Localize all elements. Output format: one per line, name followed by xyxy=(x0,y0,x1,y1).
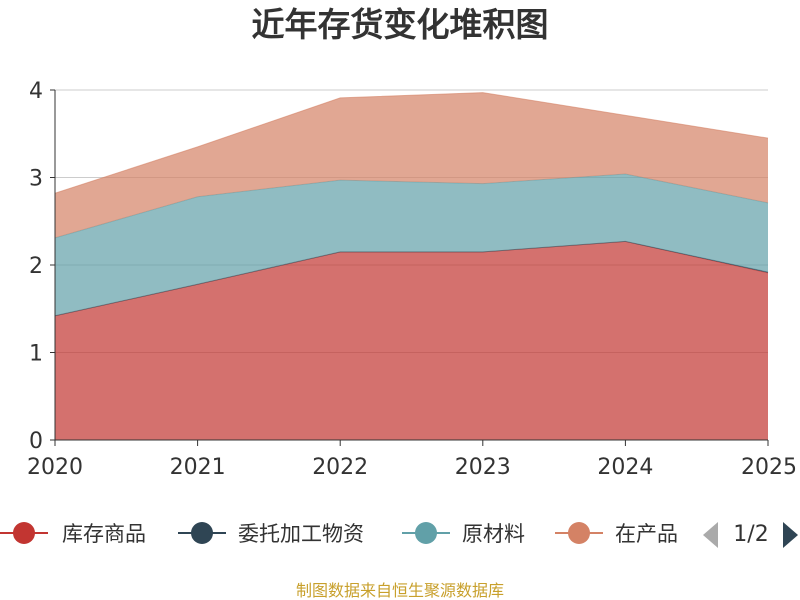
legend-marker-1 xyxy=(191,522,213,544)
area-series-2 xyxy=(55,174,768,316)
y-tick-label-1: 1 xyxy=(29,342,43,367)
legend-item-1[interactable]: 委托加工物资 xyxy=(178,522,364,546)
legend-marker-0 xyxy=(13,522,35,544)
legend-marker-2 xyxy=(415,522,437,544)
legend-marker-3 xyxy=(568,522,590,544)
source-note: 制图数据来自恒生聚源数据库 xyxy=(296,581,504,600)
y-tick-label-4: 4 xyxy=(29,79,43,104)
x-tick-label-2021: 2021 xyxy=(170,455,226,480)
legend-item-2[interactable]: 原材料 xyxy=(402,522,525,546)
x-tick-label-2024: 2024 xyxy=(597,455,653,480)
legend-next-page-icon[interactable] xyxy=(783,522,798,548)
y-tick-label-0: 0 xyxy=(29,429,43,454)
legend-page-indicator: 1/2 xyxy=(733,522,768,547)
legend-label-1: 委托加工物资 xyxy=(238,522,364,546)
x-tick-label-2025: 2025 xyxy=(741,455,797,480)
x-tick-label-2022: 2022 xyxy=(312,455,368,480)
legend-label-2: 原材料 xyxy=(462,522,525,546)
legend-prev-page-icon[interactable] xyxy=(703,522,718,548)
legend: 库存商品 委托加工物资 原材料 在产品 1/2 xyxy=(0,522,798,548)
x-tick-label-2023: 2023 xyxy=(455,455,511,480)
y-tick-label-3: 3 xyxy=(29,167,43,192)
area-series-3 xyxy=(55,92,768,238)
axes: 0 1 2 3 4 2020 2021 2022 2023 2024 2025 xyxy=(27,79,797,480)
areas xyxy=(54,92,769,440)
chart-title: 近年存货变化堆积图 xyxy=(252,5,549,44)
legend-item-3[interactable]: 在产品 xyxy=(555,522,678,546)
area-series-0 xyxy=(55,241,768,440)
legend-item-0[interactable]: 库存商品 xyxy=(0,522,146,546)
legend-label-3: 在产品 xyxy=(615,522,678,546)
y-tick-label-2: 2 xyxy=(29,254,43,279)
line-series-3 xyxy=(54,92,769,194)
x-tick-label-2020: 2020 xyxy=(27,455,83,480)
legend-label-0: 库存商品 xyxy=(62,522,146,546)
